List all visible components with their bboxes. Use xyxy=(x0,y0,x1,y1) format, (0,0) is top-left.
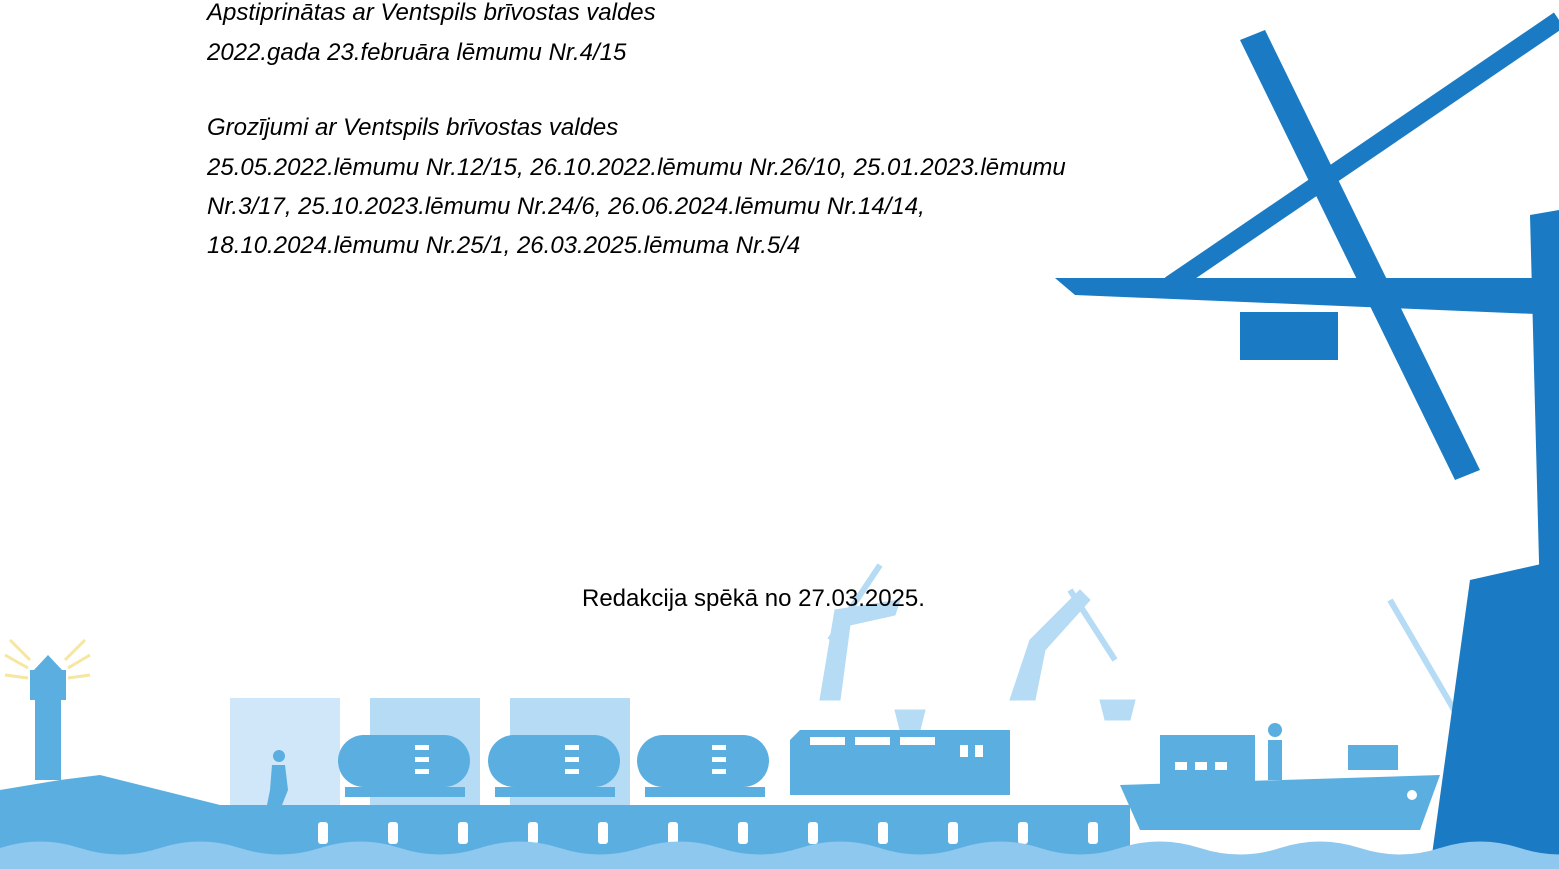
amendments-line: 25.05.2022.lēmumu Nr.12/15, 26.10.2022.l… xyxy=(207,153,1066,183)
approval-line: 2022.gada 23.februāra lēmumu Nr.4/15 xyxy=(207,38,626,68)
amendments-line: Nr.3/17, 25.10.2023.lēmumu Nr.24/6, 26.0… xyxy=(207,192,925,222)
amendments-line: Grozījumi ar Ventspils brīvostas valdes xyxy=(207,113,618,143)
lighthouse xyxy=(5,640,90,780)
approval-line: Apstiprinātas ar Ventspils brīvostas val… xyxy=(207,0,656,28)
page: Apstiprinātas ar Ventspils brīvostas val… xyxy=(0,0,1559,869)
main-crane xyxy=(1055,20,1559,869)
edition-date: Redakcija spēkā no 27.03.2025. xyxy=(582,584,925,614)
amendments-line: 18.10.2024.lēmumu Nr.25/1, 26.03.2025.lē… xyxy=(207,231,800,261)
ship xyxy=(1120,723,1440,830)
tank-wagons xyxy=(338,735,769,797)
